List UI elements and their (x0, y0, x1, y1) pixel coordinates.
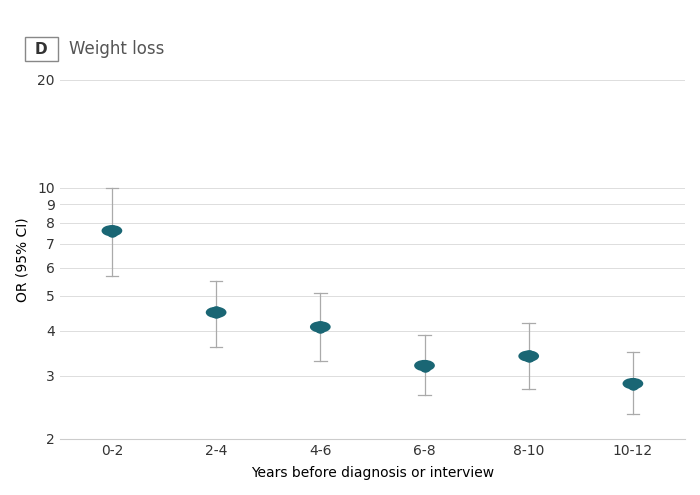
FancyBboxPatch shape (25, 37, 58, 61)
Y-axis label: OR (95% CI): OR (95% CI) (15, 217, 29, 301)
Ellipse shape (622, 378, 643, 389)
Ellipse shape (310, 321, 330, 333)
Text: Weight loss: Weight loss (69, 40, 164, 58)
Ellipse shape (518, 350, 539, 362)
X-axis label: Years before diagnosis or interview: Years before diagnosis or interview (251, 466, 494, 480)
Ellipse shape (206, 307, 227, 318)
Text: D: D (35, 42, 48, 56)
Ellipse shape (414, 360, 435, 371)
Ellipse shape (102, 225, 122, 237)
